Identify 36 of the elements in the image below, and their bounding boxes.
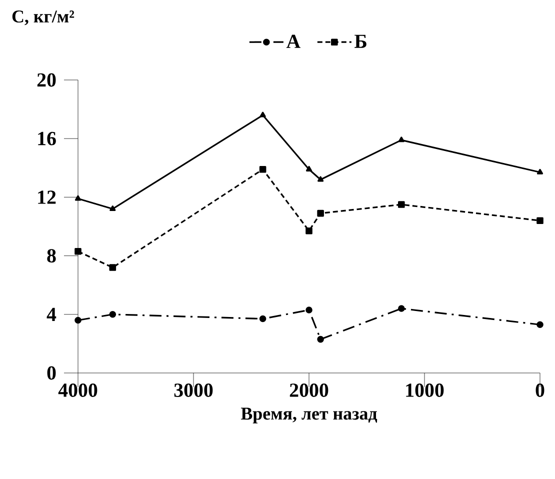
point — [109, 310, 116, 318]
legend-label: Б — [354, 34, 366, 48]
y-tick-label: 0 — [47, 366, 56, 380]
point — [74, 248, 82, 255]
point — [109, 264, 116, 271]
point — [306, 227, 312, 234]
y-tick-label: 8 — [47, 249, 56, 262]
x-tick-label: 1000 — [406, 384, 444, 397]
point — [317, 176, 324, 182]
point — [317, 336, 324, 343]
point — [536, 217, 544, 224]
x-tick-label: 4000 — [58, 384, 98, 397]
y-tick-label: 20 — [37, 73, 56, 87]
y-tick-label: 4 — [46, 308, 56, 321]
x-axis-title: Время, лет назад — [240, 408, 378, 424]
y-tick-label: 16 — [38, 132, 56, 146]
x-tick-label: 3000 — [174, 384, 213, 397]
point — [74, 195, 82, 201]
point — [317, 210, 324, 217]
legend-label: А — [286, 34, 300, 48]
point — [536, 321, 544, 328]
point — [259, 315, 266, 322]
point — [398, 201, 405, 208]
point — [260, 112, 266, 118]
point — [306, 166, 312, 172]
y-axis-title: С, кг/м² — [12, 10, 74, 26]
point — [398, 305, 405, 312]
point — [110, 206, 116, 212]
y-tick-label: 12 — [38, 190, 56, 204]
point — [74, 316, 82, 324]
x-tick-label: 0 — [536, 384, 544, 397]
point — [536, 168, 544, 174]
x-tick-label: 2000 — [290, 384, 328, 397]
point — [398, 136, 404, 142]
point — [306, 306, 312, 314]
point — [259, 166, 266, 173]
